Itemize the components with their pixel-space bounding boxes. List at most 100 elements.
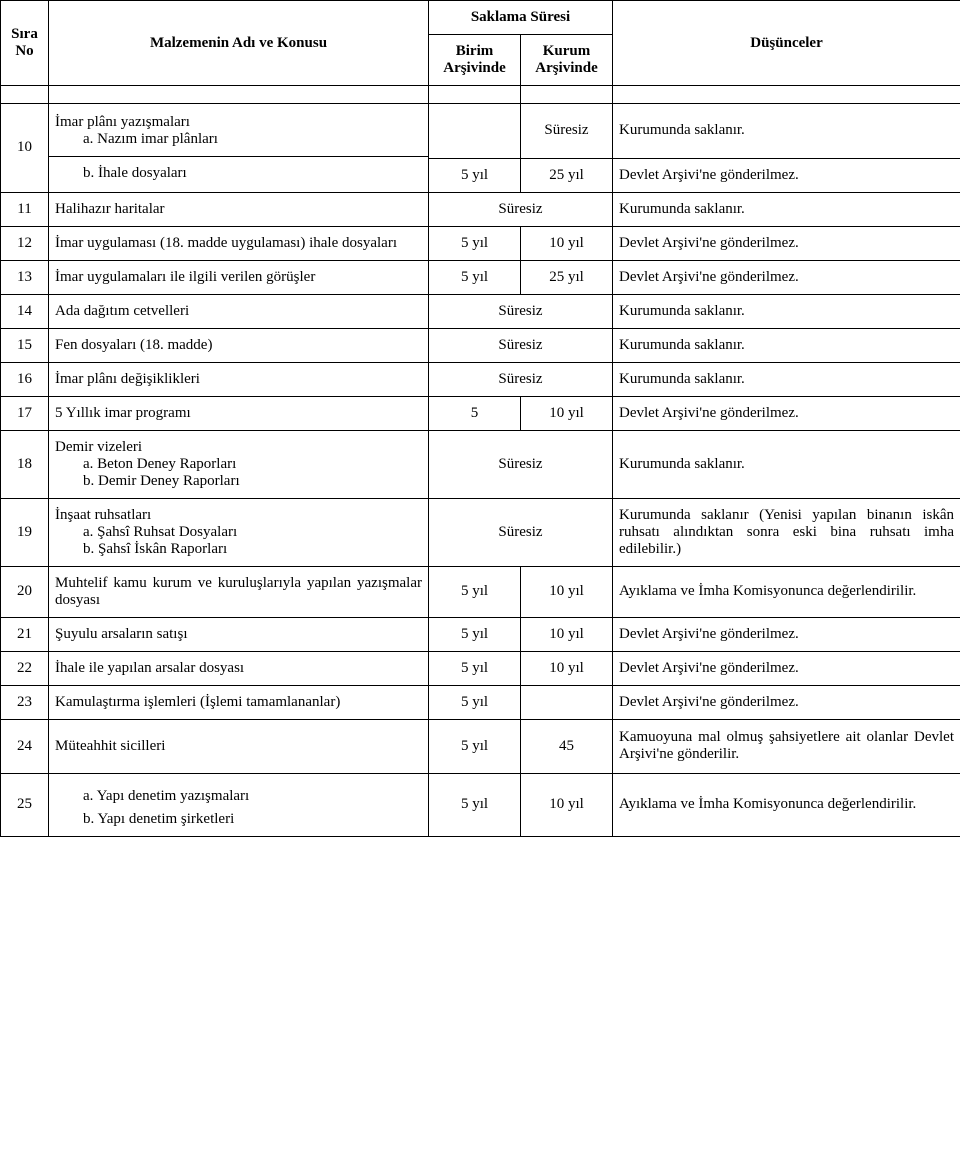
table-row: 13 İmar uygulamaları ile ilgili verilen … (1, 260, 960, 294)
table-row: 14 Ada dağıtım cetvelleri Süresiz Kurumu… (1, 294, 960, 328)
row-no: 25 (1, 773, 49, 836)
table-row: 22 İhale ile yapılan arsalar dosyası 5 y… (1, 651, 960, 685)
row-kurum: 10 yıl (521, 396, 613, 430)
row-no: 18 (1, 430, 49, 498)
row-kurum: 10 yıl (521, 566, 613, 617)
row-note: Kurumunda saklanır (Yenisi yapılan binan… (613, 498, 960, 566)
row-birim: 5 yıl (429, 104, 521, 193)
col-header-kurum: Kurum Arşivinde (521, 35, 613, 86)
table-row: 11 Halihazır haritalar Süresiz Kurumunda… (1, 192, 960, 226)
row-note: Kurumunda saklanır. (613, 362, 960, 396)
table-row: 17 5 Yıllık imar programı 5 10 yıl Devle… (1, 396, 960, 430)
row-no: 23 (1, 685, 49, 719)
row-subject: İmar plânı değişiklikleri (49, 362, 429, 396)
row-no: 22 (1, 651, 49, 685)
cell: Süresiz (521, 104, 612, 158)
row-birim: 5 yıl (429, 651, 521, 685)
row-birim: 5 yıl (429, 719, 521, 773)
row-note: Kurumunda saklanır. (613, 192, 960, 226)
row-kurum: 10 yıl (521, 773, 613, 836)
row-duration: Süresiz (429, 328, 613, 362)
row-kurum: Süresiz 25 yıl (521, 104, 613, 193)
row-no: 21 (1, 617, 49, 651)
row-subject: Kamulaştırma işlemleri (İşlemi tamamlana… (49, 685, 429, 719)
row-no: 16 (1, 362, 49, 396)
row-note: Kurumunda saklanır. (613, 430, 960, 498)
row-no: 24 (1, 719, 49, 773)
subject-sub: b. İhale dosyaları (55, 165, 422, 182)
row-birim: 5 (429, 396, 521, 430)
row-subject: Demir vizeleri a. Beton Deney Raporları … (49, 430, 429, 498)
row-no: 14 (1, 294, 49, 328)
row-note: Kamuoyuna mal olmuş şahsiyetlere ait ola… (613, 719, 960, 773)
row-no: 11 (1, 192, 49, 226)
row-subject: Müteahhit sicilleri (49, 719, 429, 773)
row-duration: Süresiz (429, 430, 613, 498)
row-subject: Halihazır haritalar (49, 192, 429, 226)
row-duration: Süresiz (429, 192, 613, 226)
row-birim: 5 yıl (429, 226, 521, 260)
row-birim: 5 yıl (429, 566, 521, 617)
row-note: Kurumunda saklanır. Devlet Arşivi'ne gön… (613, 104, 960, 193)
col-header-dusunceler: Düşünceler (613, 1, 960, 86)
row-duration: Süresiz (429, 294, 613, 328)
subject-line: a. Şahsî Ruhsat Dosyaları (55, 524, 422, 541)
row-birim: 5 yıl (429, 773, 521, 836)
table-row: 19 İnşaat ruhsatları a. Şahsî Ruhsat Dos… (1, 498, 960, 566)
row-subject: İmar uygulamaları ile ilgili verilen gör… (49, 260, 429, 294)
table-row: 21 Şuyulu arsaların satışı 5 yıl 10 yıl … (1, 617, 960, 651)
row-no: 17 (1, 396, 49, 430)
table-row: 15 Fen dosyaları (18. madde) Süresiz Kur… (1, 328, 960, 362)
row-subject: İhale ile yapılan arsalar dosyası (49, 651, 429, 685)
cell (429, 104, 520, 158)
row-no: 20 (1, 566, 49, 617)
row-birim: 5 yıl (429, 617, 521, 651)
row-subject: İmar plânı yazışmaları a. Nazım imar plâ… (49, 104, 429, 193)
archive-table: Sıra No Malzemenin Adı ve Konusu Saklama… (0, 0, 960, 837)
row-kurum: 45 (521, 719, 613, 773)
row-kurum: 25 yıl (521, 260, 613, 294)
row-subject: Şuyulu arsaların satışı (49, 617, 429, 651)
row-subject: Fen dosyaları (18. madde) (49, 328, 429, 362)
cell: 25 yıl (521, 158, 612, 192)
row-kurum (521, 685, 613, 719)
row-note: Ayıklama ve İmha Komisyonunca değerlendi… (613, 773, 960, 836)
subject-line: Demir vizeleri (55, 439, 422, 456)
row-note: Kurumunda saklanır. (613, 328, 960, 362)
row-duration: Süresiz (429, 362, 613, 396)
subject-line: b. Demir Deney Raporları (55, 473, 422, 490)
subject-line: b. Yapı denetim şirketleri (55, 805, 422, 828)
row-note: Kurumunda saklanır. (613, 294, 960, 328)
cell: Kurumunda saklanır. (613, 104, 960, 158)
subject-sub: a. Nazım imar plânları (55, 131, 422, 148)
header-row-1: Sıra No Malzemenin Adı ve Konusu Saklama… (1, 1, 960, 35)
row-duration: Süresiz (429, 498, 613, 566)
row-subject: İnşaat ruhsatları a. Şahsî Ruhsat Dosyal… (49, 498, 429, 566)
table-row: 23 Kamulaştırma işlemleri (İşlemi tamaml… (1, 685, 960, 719)
row-subject: a. Yapı denetim yazışmaları b. Yapı dene… (49, 773, 429, 836)
row-no: 13 (1, 260, 49, 294)
table-row: 20 Muhtelif kamu kurum ve kuruluşlarıyla… (1, 566, 960, 617)
table-row: 25 a. Yapı denetim yazışmaları b. Yapı d… (1, 773, 960, 836)
col-header-malzeme: Malzemenin Adı ve Konusu (49, 1, 429, 86)
row-subject: İmar uygulaması (18. madde uygulaması) i… (49, 226, 429, 260)
row-note: Devlet Arşivi'ne gönderilmez. (613, 396, 960, 430)
table-row: 10 İmar plânı yazışmaları a. Nazım imar … (1, 104, 960, 193)
subject-line: a. Beton Deney Raporları (55, 456, 422, 473)
row-note: Devlet Arşivi'ne gönderilmez. (613, 685, 960, 719)
subject-line: a. Yapı denetim yazışmaları (55, 782, 422, 805)
table-row: 16 İmar plânı değişiklikleri Süresiz Kur… (1, 362, 960, 396)
row-subject: Muhtelif kamu kurum ve kuruluşlarıyla ya… (49, 566, 429, 617)
row-no: 15 (1, 328, 49, 362)
row-subject: 5 Yıllık imar programı (49, 396, 429, 430)
col-header-saklama: Saklama Süresi (429, 1, 613, 35)
cell: 5 yıl (429, 158, 520, 192)
table-row: 12 İmar uygulaması (18. madde uygulaması… (1, 226, 960, 260)
table-row: 18 Demir vizeleri a. Beton Deney Raporla… (1, 430, 960, 498)
row-note: Devlet Arşivi'ne gönderilmez. (613, 226, 960, 260)
table-row: 24 Müteahhit sicilleri 5 yıl 45 Kamuoyun… (1, 719, 960, 773)
row-no: 12 (1, 226, 49, 260)
col-header-birim: Birim Arşivinde (429, 35, 521, 86)
row-note: Devlet Arşivi'ne gönderilmez. (613, 260, 960, 294)
row-kurum: 10 yıl (521, 617, 613, 651)
